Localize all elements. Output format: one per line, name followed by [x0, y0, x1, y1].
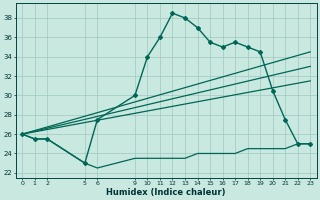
X-axis label: Humidex (Indice chaleur): Humidex (Indice chaleur) — [107, 188, 226, 197]
